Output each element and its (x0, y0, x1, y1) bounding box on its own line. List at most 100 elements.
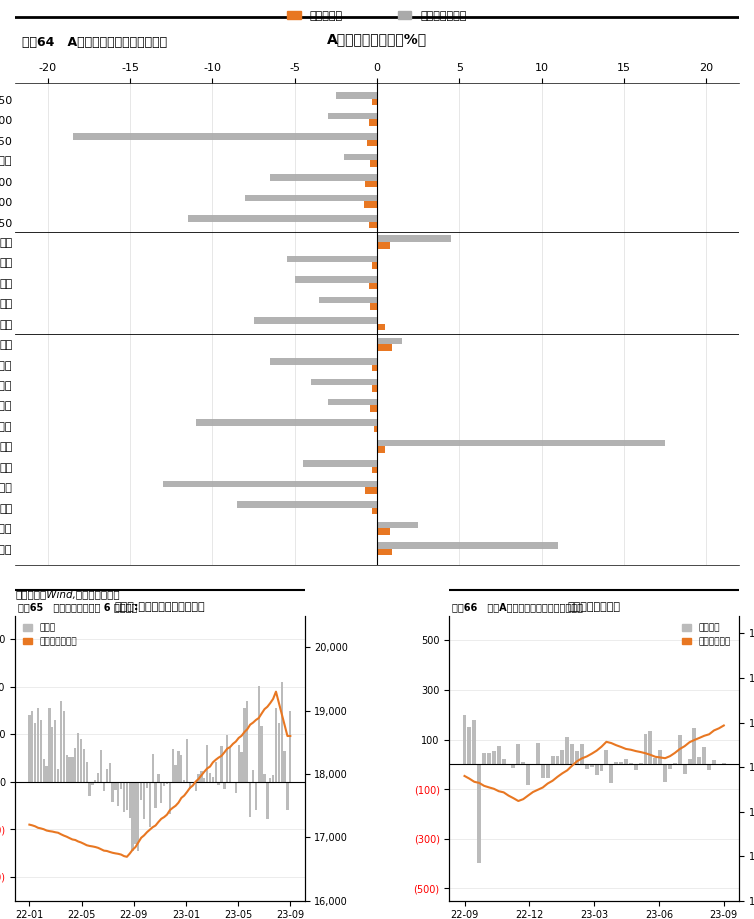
Bar (377, 447, 385, 453)
Bar (526, 765, 530, 786)
Bar (269, 777, 271, 782)
Bar (174, 765, 176, 782)
Bar (274, 709, 277, 782)
Bar (377, 345, 392, 351)
Bar (497, 746, 501, 765)
Bar (215, 762, 217, 782)
Bar (462, 715, 467, 765)
Bar (106, 769, 108, 782)
Bar (580, 744, 584, 765)
Bar (344, 153, 377, 160)
Bar (303, 460, 377, 467)
Bar (712, 760, 716, 765)
Bar (152, 754, 154, 782)
Bar (619, 763, 623, 765)
Bar (166, 782, 168, 784)
Bar (624, 758, 628, 765)
Bar (149, 782, 151, 826)
Bar (566, 736, 569, 765)
Bar (367, 140, 377, 146)
Bar (260, 726, 263, 782)
Bar (158, 775, 160, 782)
Bar (255, 782, 257, 811)
Bar (605, 750, 608, 765)
Bar (223, 782, 225, 789)
Bar (615, 762, 618, 765)
Bar (196, 419, 377, 425)
Text: 资料来源：Wind,平安证券研究所: 资料来源：Wind,平安证券研究所 (15, 589, 120, 599)
Bar (172, 749, 174, 782)
Bar (220, 746, 222, 782)
Bar (648, 731, 652, 765)
Bar (115, 782, 117, 790)
Bar (77, 732, 79, 782)
Bar (188, 215, 377, 221)
Bar (120, 782, 122, 789)
Bar (374, 425, 377, 433)
Bar (155, 782, 157, 808)
Bar (80, 739, 82, 782)
Bar (40, 720, 42, 782)
Bar (697, 757, 701, 765)
Bar (511, 765, 516, 768)
Bar (284, 751, 286, 782)
Bar (372, 365, 377, 371)
Bar (244, 709, 246, 782)
Bar (238, 745, 240, 782)
Bar (560, 750, 564, 765)
Bar (123, 782, 125, 812)
Bar (146, 782, 148, 789)
Bar (320, 297, 377, 303)
Bar (201, 771, 203, 782)
Title: 陆股通:买入成交净额（亿元）: 陆股通:买入成交净额（亿元） (115, 602, 205, 612)
Bar (42, 759, 45, 782)
Bar (74, 748, 76, 782)
Bar (203, 777, 205, 782)
Bar (112, 782, 114, 802)
Bar (263, 775, 265, 782)
Bar (177, 752, 179, 782)
Bar (377, 549, 392, 555)
Bar (707, 765, 711, 770)
Bar (377, 440, 665, 447)
Bar (492, 751, 496, 765)
Bar (472, 720, 477, 765)
Bar (482, 753, 486, 765)
Bar (644, 733, 648, 765)
Bar (377, 522, 418, 528)
Bar (370, 160, 377, 166)
Bar (48, 709, 51, 782)
Bar (590, 765, 593, 766)
Bar (575, 751, 579, 765)
Bar (54, 720, 57, 782)
Bar (556, 756, 559, 765)
Bar (364, 201, 377, 208)
Bar (501, 759, 506, 765)
Bar (467, 727, 471, 765)
Bar (37, 709, 39, 782)
Bar (206, 744, 208, 782)
Bar (599, 765, 603, 771)
Bar (109, 764, 111, 782)
Bar (328, 399, 377, 405)
Bar (198, 775, 200, 782)
Bar (266, 782, 268, 819)
Bar (129, 782, 131, 818)
Text: 图表66   本周A股市场融资融券余额略有增加: 图表66 本周A股市场融资融券余额略有增加 (452, 602, 584, 612)
Bar (66, 754, 68, 782)
Bar (88, 782, 90, 796)
Bar (290, 710, 292, 782)
Bar (140, 782, 143, 800)
Bar (51, 727, 54, 782)
Bar (372, 263, 377, 269)
Bar (245, 195, 377, 201)
Bar (516, 744, 520, 765)
Bar (195, 782, 197, 791)
Bar (94, 779, 97, 782)
Bar (258, 686, 260, 782)
Bar (31, 710, 33, 782)
Bar (634, 765, 638, 770)
Bar (277, 723, 280, 782)
Bar (72, 133, 377, 140)
Bar (234, 782, 237, 793)
